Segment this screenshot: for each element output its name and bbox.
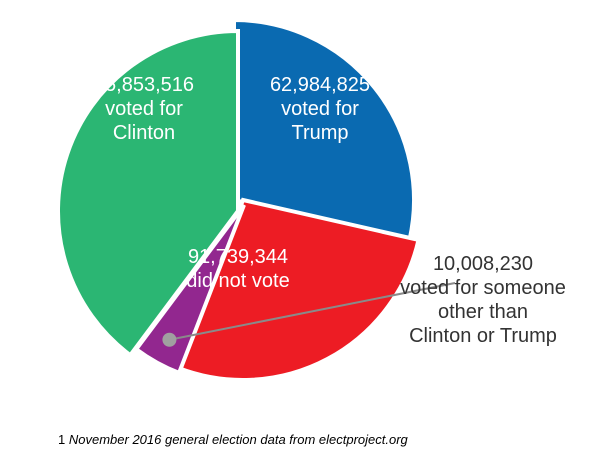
footnote-text: November 2016 general election data from… xyxy=(68,432,408,447)
footnote-marker: 1 xyxy=(58,432,66,447)
slice-label-line: did not vote xyxy=(186,270,289,292)
pie-slice-trump xyxy=(175,197,421,383)
leader-dot-other xyxy=(162,332,177,347)
slice-label-clinton: 65,853,516 voted for Clinton xyxy=(94,74,194,144)
slice-label-line: 10,008,230 xyxy=(433,253,533,275)
slice-label-trump: 62,984,825 voted for Trump xyxy=(270,74,370,144)
slice-label-line: voted for xyxy=(281,98,359,120)
slice-label-line: 65,853,516 xyxy=(94,74,194,96)
leader-line-other xyxy=(169,282,456,341)
slice-label-line: 62,984,825 xyxy=(270,74,370,96)
pie-slice-did-not-vote xyxy=(56,28,240,358)
slice-label-line: Clinton or Trump xyxy=(409,325,557,347)
pie-slices xyxy=(56,17,421,383)
slice-label-did-not-vote: 91,739,344 did not vote xyxy=(186,246,289,292)
slice-label-other: 10,008,230 voted for someone other than Cli… xyxy=(400,253,566,347)
slice-label-line: 91,739,344 xyxy=(188,246,288,268)
slice-label-line: Trump xyxy=(291,122,348,144)
pie-slice-clinton xyxy=(232,17,416,243)
footnote: 1 November 2016 general election data fr… xyxy=(58,432,408,447)
slice-label-line: voted for someone xyxy=(400,277,566,299)
slice-label-line: voted for xyxy=(105,98,183,120)
slice-label-line: other than xyxy=(438,301,528,323)
slice-label-line: Clinton xyxy=(113,122,175,144)
